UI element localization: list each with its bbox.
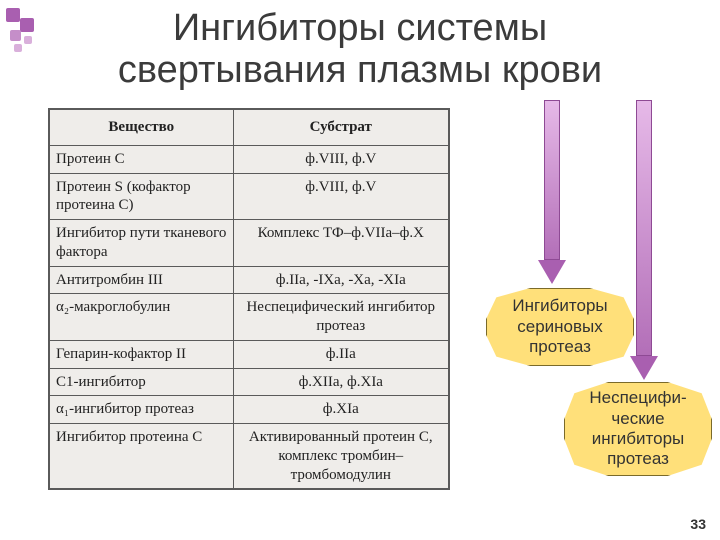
cell-substance: α₂-макроглобулин xyxy=(50,294,234,341)
cell-substance: Протеин С xyxy=(50,145,234,173)
table-row: Гепарин-кофактор IIф.IIа xyxy=(50,340,449,368)
cell-substrate: ф.VIII, ф.V xyxy=(233,145,448,173)
cell-substrate: ф.XIа xyxy=(233,396,448,424)
title-line1: Ингибиторы системы xyxy=(173,7,547,49)
cell-substrate: ф.XIIа, ф.XIа xyxy=(233,368,448,396)
table-row: α₂-макроглобулинНеспецифический ингибито… xyxy=(50,294,449,341)
cell-substance: С1-ингибитор xyxy=(50,368,234,396)
cell-substance: α₁-ингибитор протеаз xyxy=(50,396,234,424)
bubble-serine-text: Ингибиторы сериновых протеаз xyxy=(499,296,621,357)
bubble-nonspecific-inhibitors: Неспецифи- ческие ингибиторы протеаз xyxy=(564,382,712,476)
cell-substrate: ф.VIII, ф.V xyxy=(233,173,448,220)
cell-substance: Ингибитор протеина С xyxy=(50,424,234,489)
table-row: α₁-ингибитор протеазф.XIа xyxy=(50,396,449,424)
page-number: 33 xyxy=(690,516,706,532)
cell-substrate: Комплекс ТФ–ф.VIIа–ф.X xyxy=(233,220,448,267)
table-row: Ингибитор протеина САктивированный проте… xyxy=(50,424,449,489)
table-row: Протеин Сф.VIII, ф.V xyxy=(50,145,449,173)
table-row: Ингибитор пути тканевого фактораКомплекс… xyxy=(50,220,449,267)
cell-substrate: Неспецифический ингибитор протеаз xyxy=(233,294,448,341)
title-line2: свертывания плазмы крови xyxy=(118,49,602,91)
cell-substance: Антитромбин III xyxy=(50,266,234,294)
table-row: Антитромбин IIIф.IIа, -IXа, -Xа, -XIа xyxy=(50,266,449,294)
table-row: С1-ингибиторф.XIIа, ф.XIа xyxy=(50,368,449,396)
arrow-nonspecific-inhibitors xyxy=(632,100,656,380)
inhibitors-table: Вещество Субстрат Протеин Сф.VIII, ф.VПр… xyxy=(48,108,450,490)
bubble-nonspecific-text: Неспецифи- ческие ингибиторы протеаз xyxy=(577,388,699,470)
cell-substrate: ф.IIа xyxy=(233,340,448,368)
cell-substance: Гепарин-кофактор II xyxy=(50,340,234,368)
arrow-serine-inhibitors xyxy=(540,100,564,284)
cell-substance: Ингибитор пути тканевого фактора xyxy=(50,220,234,267)
slide-title: Ингибиторы системы свертывания плазмы кр… xyxy=(0,8,720,92)
col-header-substance: Вещество xyxy=(50,110,234,146)
cell-substance: Протеин S (кофактор протеина С) xyxy=(50,173,234,220)
col-header-substrate: Субстрат xyxy=(233,110,448,146)
cell-substrate: ф.IIа, -IXа, -Xа, -XIа xyxy=(233,266,448,294)
cell-substrate: Активированный протеин С, комплекс тромб… xyxy=(233,424,448,489)
bubble-serine-inhibitors: Ингибиторы сериновых протеаз xyxy=(486,288,634,366)
table-row: Протеин S (кофактор протеина С)ф.VIII, ф… xyxy=(50,173,449,220)
